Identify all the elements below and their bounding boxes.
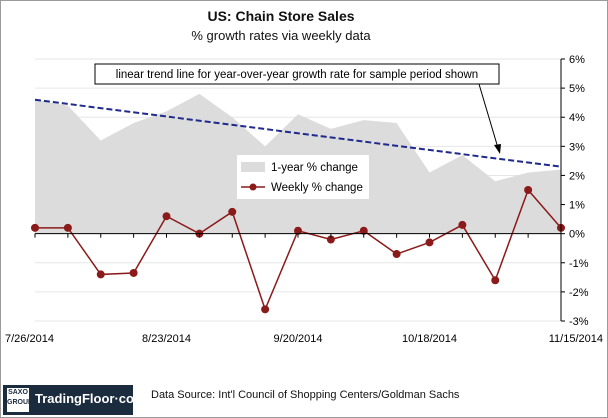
- line-series: [31, 186, 565, 314]
- tradingfloor-logo: SAXO GROUP TradingFloor·com: [3, 385, 146, 415]
- y-tick-label: 2%: [569, 170, 585, 182]
- weekly-change-marker: [294, 226, 302, 235]
- annotation-arrowhead: [494, 144, 501, 154]
- legend-label-area: 1-year % change: [271, 162, 358, 174]
- y-tick-label: 6%: [569, 54, 585, 66]
- y-tick-label: 4%: [569, 112, 585, 124]
- x-tick-label: 7/26/2014: [5, 333, 54, 345]
- x-tick-label: 10/18/2014: [402, 333, 457, 345]
- x-tick-label: 8/23/2014: [142, 333, 191, 345]
- weekly-change-marker: [162, 212, 171, 221]
- chart-subtitle: % growth rates via weekly data: [191, 28, 371, 43]
- y-tick-label: 5%: [569, 83, 585, 95]
- data-source-text: Data Source: Int'l Council of Shopping C…: [151, 389, 460, 401]
- saxo-logo-icon: SAXO GROUP: [7, 388, 33, 412]
- weekly-change-marker: [96, 270, 105, 279]
- weekly-change-marker: [359, 226, 368, 235]
- y-tick-label: -3%: [569, 316, 589, 328]
- trend-line: [34, 98, 562, 168]
- weekly-change-marker: [326, 235, 335, 244]
- annotation-layer: linear trend line for year-over-year gro…: [94, 63, 501, 154]
- y-tick-label: -2%: [569, 287, 589, 299]
- chart-canvas: 6% 5% 4% 3% 2% 1% 0% -1% -2% -3% 7/26/2014 8/23/201…: [5, 54, 603, 345]
- weekly-change-marker: [425, 238, 434, 247]
- weekly-change-marker: [261, 305, 270, 314]
- y-tick-label: -1%: [569, 258, 589, 270]
- annotation-text: linear trend line for year-over-year gro…: [116, 69, 478, 81]
- logo-text: TradingFloor·com: [35, 391, 146, 406]
- legend-swatch-marker: [249, 183, 257, 191]
- legend-swatch-area: [241, 162, 265, 172]
- legend: 1-year % change Weekly % change: [237, 155, 369, 199]
- weekly-change-marker: [458, 220, 467, 229]
- chart-title: US: Chain Store Sales: [207, 8, 355, 24]
- x-tick-label: 9/20/2014: [274, 333, 323, 345]
- trend-layer: [34, 98, 562, 168]
- weekly-change-marker: [129, 268, 138, 277]
- y-tick-label: 3%: [569, 141, 585, 153]
- y-tick-label: 1%: [569, 200, 585, 212]
- annotation-box: [94, 63, 500, 85]
- weekly-change-marker: [524, 186, 533, 194]
- weekly-change-marker: [228, 207, 237, 216]
- weekly-change-marker: [63, 223, 72, 232]
- weekly-change-marker: [31, 223, 39, 232]
- weekly-change-marker: [491, 276, 500, 285]
- footer: SAXO GROUP TradingFloor·com Data Source:…: [1, 379, 607, 417]
- annotation-arrow: [478, 83, 499, 149]
- legend-label-line: Weekly % change: [271, 182, 363, 194]
- axes: 6% 5% 4% 3% 2% 1% 0% -1% -2% -3% 7/26/2014 8/23/201…: [5, 54, 603, 345]
- x-tick-label: 11/15/2014: [549, 333, 603, 345]
- y-tick-label: 0%: [569, 229, 585, 241]
- weekly-change-marker: [392, 250, 401, 259]
